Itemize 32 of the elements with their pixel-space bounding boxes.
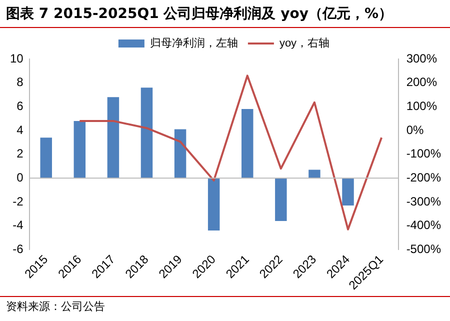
y2-tick-label: -500% (406, 242, 442, 256)
bar (107, 97, 120, 178)
bar (174, 129, 186, 178)
y-tick-label: 6 (16, 98, 24, 113)
bar (208, 178, 220, 231)
legend-label: 归母净利润，左轴 (150, 36, 238, 50)
bar (242, 109, 254, 178)
bar (74, 120, 86, 178)
bar (308, 170, 320, 178)
y2-tick-label: -400% (406, 218, 442, 232)
y2-tick-label: 100% (406, 98, 438, 113)
y-tick-label: 0 (16, 170, 24, 184)
y-tick-label: 10 (10, 51, 24, 66)
y-tick-label: -2 (12, 194, 24, 208)
y2-tick-label: 300% (406, 51, 438, 66)
chart-title: 图表 7 2015-2025Q1 公司归母净利润及 yoy（亿元，%） (0, 0, 450, 28)
text: 资料来源：公司公告 (0, 296, 450, 316)
y-tick-label: -4 (12, 218, 24, 232)
y-tick-label: 4 (16, 122, 24, 137)
bar (140, 88, 153, 178)
bar (275, 178, 287, 222)
bar (342, 178, 354, 206)
y-tick-label: 2 (16, 146, 24, 161)
y2-tick-label: 200% (406, 75, 438, 90)
y2-tick-label: 0% (406, 122, 424, 137)
bar (40, 138, 52, 178)
y-tick-label: 8 (16, 75, 24, 90)
y2-tick-label: -300% (406, 194, 442, 208)
y2-tick-label: -100% (406, 146, 442, 161)
y-tick-label: -6 (12, 242, 24, 256)
y2-tick-label: -200% (406, 170, 442, 184)
legend-label: yoy，右轴 (279, 36, 330, 50)
